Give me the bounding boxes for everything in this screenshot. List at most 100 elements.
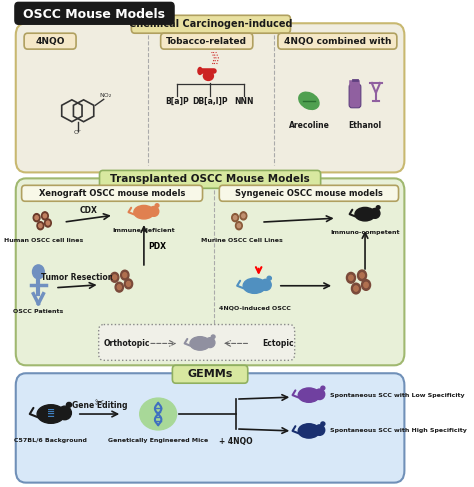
Ellipse shape xyxy=(211,335,215,338)
Text: Human OSCC cell lines: Human OSCC cell lines xyxy=(4,238,83,243)
Ellipse shape xyxy=(314,425,325,435)
Text: Xenograft OSCC mouse models: Xenograft OSCC mouse models xyxy=(39,189,185,198)
Ellipse shape xyxy=(298,424,319,438)
Text: CDX: CDX xyxy=(80,206,98,215)
Circle shape xyxy=(33,265,44,279)
Circle shape xyxy=(121,270,129,280)
Circle shape xyxy=(346,272,356,283)
Ellipse shape xyxy=(66,402,72,407)
FancyBboxPatch shape xyxy=(161,33,253,49)
Ellipse shape xyxy=(299,92,319,110)
Text: 4NQO combined with: 4NQO combined with xyxy=(283,37,391,46)
Circle shape xyxy=(39,224,42,227)
Circle shape xyxy=(354,286,358,291)
Ellipse shape xyxy=(376,206,380,209)
Circle shape xyxy=(42,212,48,220)
Circle shape xyxy=(351,283,361,294)
FancyBboxPatch shape xyxy=(22,186,202,201)
FancyBboxPatch shape xyxy=(131,15,291,33)
FancyBboxPatch shape xyxy=(219,186,399,201)
Ellipse shape xyxy=(298,388,319,402)
Circle shape xyxy=(43,214,46,218)
Ellipse shape xyxy=(321,422,325,426)
Text: Orthotopic: Orthotopic xyxy=(104,339,150,348)
Text: Transplanted OSCC Mouse Models: Transplanted OSCC Mouse Models xyxy=(110,174,310,185)
Ellipse shape xyxy=(58,406,72,420)
Text: C57BL/6 Background: C57BL/6 Background xyxy=(15,438,87,443)
Circle shape xyxy=(113,275,117,280)
Ellipse shape xyxy=(134,206,154,219)
Text: B[a]P: B[a]P xyxy=(165,97,189,106)
Circle shape xyxy=(110,272,119,282)
Circle shape xyxy=(123,273,127,278)
Text: NNN: NNN xyxy=(235,97,254,106)
Ellipse shape xyxy=(260,280,271,290)
Ellipse shape xyxy=(355,207,375,221)
Ellipse shape xyxy=(155,204,159,207)
Text: Ectopic: Ectopic xyxy=(262,339,294,348)
Text: GEMMs: GEMMs xyxy=(187,369,233,379)
Ellipse shape xyxy=(37,405,65,423)
Circle shape xyxy=(237,224,240,227)
Circle shape xyxy=(362,280,371,290)
Text: Immune-deficient: Immune-deficient xyxy=(113,227,175,233)
FancyBboxPatch shape xyxy=(100,170,320,188)
Ellipse shape xyxy=(314,389,325,399)
Circle shape xyxy=(234,216,237,220)
Ellipse shape xyxy=(203,72,213,80)
Ellipse shape xyxy=(190,337,210,350)
Text: Gene Editing: Gene Editing xyxy=(72,401,127,410)
Ellipse shape xyxy=(243,278,266,293)
FancyBboxPatch shape xyxy=(24,33,76,49)
FancyBboxPatch shape xyxy=(16,178,404,365)
Circle shape xyxy=(124,279,133,289)
Text: OSCC Mouse Models: OSCC Mouse Models xyxy=(24,8,165,21)
Ellipse shape xyxy=(198,68,202,75)
Text: O⁻: O⁻ xyxy=(73,130,82,134)
FancyBboxPatch shape xyxy=(15,2,174,24)
Text: Murine OSCC Cell Lines: Murine OSCC Cell Lines xyxy=(201,238,283,243)
Text: Tobacco-related: Tobacco-related xyxy=(166,37,247,46)
Text: Ethanol: Ethanol xyxy=(348,121,382,130)
Circle shape xyxy=(357,270,366,281)
Text: PDX: PDX xyxy=(148,243,166,251)
Circle shape xyxy=(232,214,238,222)
Text: Genetically Engineered Mice: Genetically Engineered Mice xyxy=(108,438,208,443)
FancyBboxPatch shape xyxy=(99,324,295,360)
Circle shape xyxy=(115,282,123,292)
Text: ≣: ≣ xyxy=(47,408,55,418)
Circle shape xyxy=(240,212,247,220)
Circle shape xyxy=(117,285,121,290)
Circle shape xyxy=(33,214,40,222)
Circle shape xyxy=(45,219,51,227)
Ellipse shape xyxy=(321,386,325,390)
Text: Arecoline: Arecoline xyxy=(289,121,329,130)
FancyBboxPatch shape xyxy=(278,33,397,49)
Text: OSCC Patients: OSCC Patients xyxy=(13,309,64,314)
Text: Spontaneous SCC with High Specificity: Spontaneous SCC with High Specificity xyxy=(330,429,467,433)
Circle shape xyxy=(360,273,364,278)
FancyBboxPatch shape xyxy=(349,84,361,108)
Circle shape xyxy=(349,275,353,281)
Circle shape xyxy=(46,221,50,225)
Ellipse shape xyxy=(149,206,159,216)
Text: 4NQO-induced OSCC: 4NQO-induced OSCC xyxy=(219,305,291,310)
Circle shape xyxy=(127,281,130,286)
Text: Chemical Carcinogen-induced: Chemical Carcinogen-induced xyxy=(129,19,292,29)
Circle shape xyxy=(236,222,242,230)
Text: DB[a,l]P: DB[a,l]P xyxy=(192,97,228,106)
Ellipse shape xyxy=(205,337,215,348)
Text: Syngeneic OSCC mouse models: Syngeneic OSCC mouse models xyxy=(235,189,383,198)
Ellipse shape xyxy=(267,276,271,280)
Ellipse shape xyxy=(370,208,380,218)
Text: NO₂: NO₂ xyxy=(99,94,111,98)
Circle shape xyxy=(35,216,38,220)
Text: + 4NQO: + 4NQO xyxy=(219,437,253,446)
FancyBboxPatch shape xyxy=(16,373,404,483)
Text: ✂: ✂ xyxy=(95,398,104,408)
Ellipse shape xyxy=(140,398,177,430)
Text: Tumor Resection: Tumor Resection xyxy=(41,273,113,282)
Circle shape xyxy=(364,282,368,288)
Circle shape xyxy=(242,214,245,218)
FancyBboxPatch shape xyxy=(173,365,248,383)
